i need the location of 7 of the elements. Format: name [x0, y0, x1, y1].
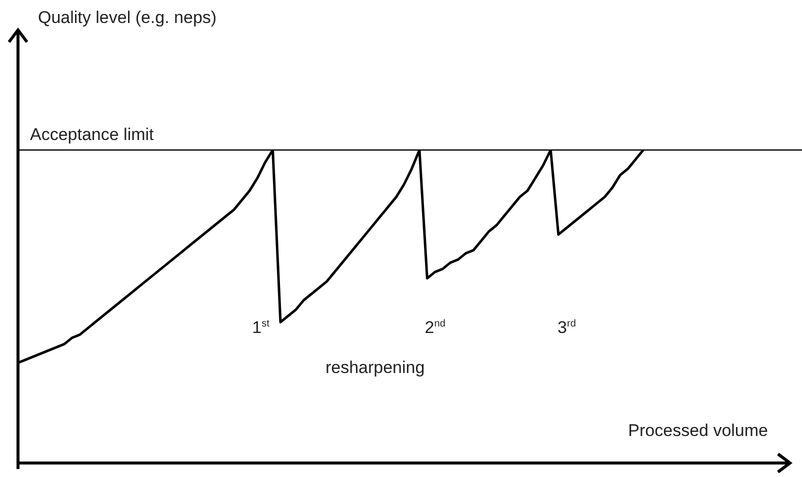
x-axis-title: Processed volume — [628, 421, 768, 441]
ref-line-label: Acceptance limit — [30, 125, 154, 144]
text: Quality level (e.g. neps) — [38, 8, 217, 28]
annotation: 1$^{st}$ — [252, 318, 270, 338]
annotation: 2$^{nd}$ — [424, 318, 446, 338]
annotation: resharpening — [325, 358, 425, 378]
annotation: 3$^{rd}$ — [558, 318, 576, 338]
